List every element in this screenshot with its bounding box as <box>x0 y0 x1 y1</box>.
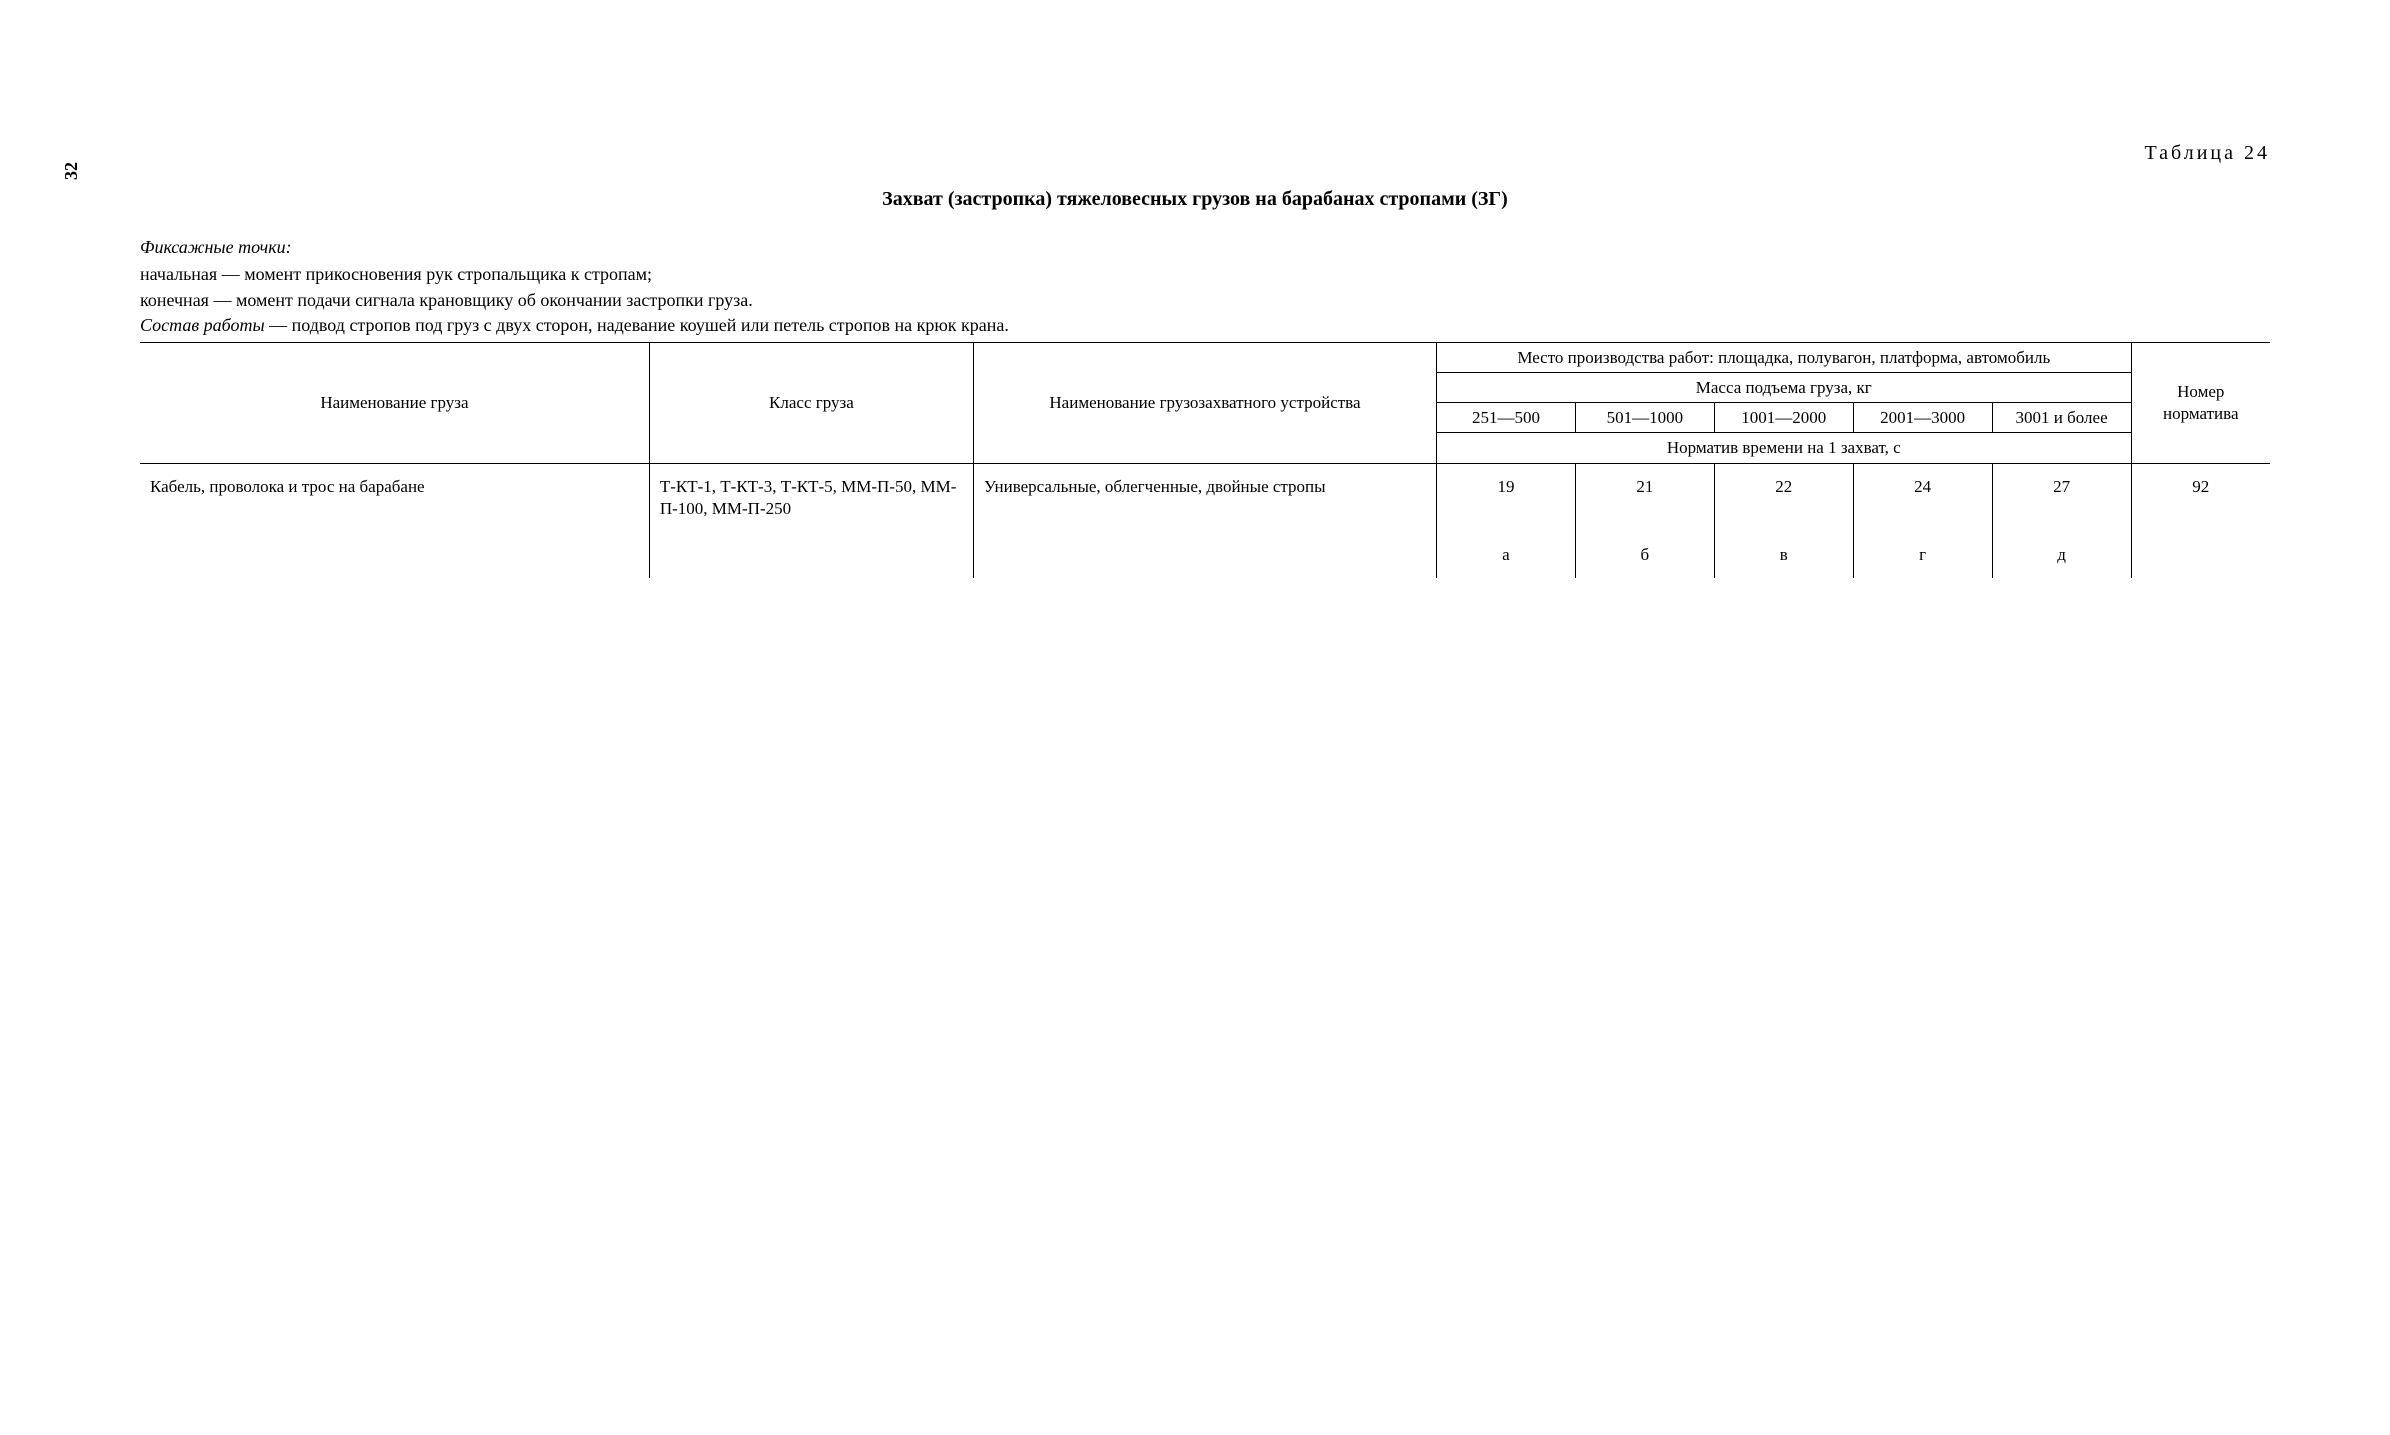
table-row-letters: а б в г д <box>140 532 2270 578</box>
cell-num: 92 <box>2131 463 2270 532</box>
hdr-device: Наименование грузозахватного устройства <box>973 342 1436 463</box>
document-title: Захват (застропка) тяжеловесных грузов н… <box>80 186 2310 212</box>
hdr-class: Класс груза <box>649 342 973 463</box>
cell-v5: 27 <box>1992 463 2131 532</box>
cell-empty-4 <box>2131 532 2270 578</box>
main-table: Наименование груза Класс груза Наименова… <box>140 342 2270 578</box>
cell-l3: в <box>1714 532 1853 578</box>
work-composition: Состав работы — подвод стропов под груз … <box>140 314 2270 337</box>
fix-point-initial: начальная — момент прикосновения рук стр… <box>140 263 2270 286</box>
hdr-range-5: 3001 и более <box>1992 403 2131 433</box>
cell-l2: б <box>1575 532 1714 578</box>
hdr-range-4: 2001—3000 <box>1853 403 1992 433</box>
fix-points-heading: Фиксажные точки: <box>140 236 2270 259</box>
hdr-place: Место производства работ: площадка, полу… <box>1437 342 2132 372</box>
table-label: Таблица 24 <box>80 140 2310 166</box>
page-number: 32 <box>60 162 83 180</box>
cell-empty-2 <box>649 532 973 578</box>
cell-v1: 19 <box>1437 463 1576 532</box>
table-row: Кабель, проволока и трос на барабане Т-К… <box>140 463 2270 532</box>
hdr-norm-time: Норматив времени на 1 захват, с <box>1437 433 2132 463</box>
cell-class: Т-КТ-1, Т-КТ-3, Т-КТ-5, ММ-П-50, ММ-П-10… <box>649 463 973 532</box>
cell-l1: а <box>1437 532 1576 578</box>
hdr-range-2: 501—1000 <box>1575 403 1714 433</box>
cell-device: Универсальные, облегченные, двойные стро… <box>973 463 1436 532</box>
cell-l4: г <box>1853 532 1992 578</box>
cell-v4: 24 <box>1853 463 1992 532</box>
header-row-1: Наименование груза Класс груза Наименова… <box>140 342 2270 372</box>
cell-empty-1 <box>140 532 649 578</box>
cell-l5: д <box>1992 532 2131 578</box>
cell-v3: 22 <box>1714 463 1853 532</box>
hdr-name: Наименование груза <box>140 342 649 463</box>
cell-v2: 21 <box>1575 463 1714 532</box>
hdr-mass: Масса подъема груза, кг <box>1437 372 2132 402</box>
cell-name: Кабель, проволока и трос на барабане <box>140 463 649 532</box>
work-label: Состав работы <box>140 315 265 335</box>
fix-point-final: конечная — момент подачи сигнала крановщ… <box>140 289 2270 312</box>
hdr-range-1: 251—500 <box>1437 403 1576 433</box>
cell-empty-3 <box>973 532 1436 578</box>
fix-points-label: Фиксажные точки: <box>140 237 292 257</box>
hdr-range-3: 1001—2000 <box>1714 403 1853 433</box>
hdr-norm-num: Номер норматива <box>2131 342 2270 463</box>
work-text: — подвод стропов под груз с двух сторон,… <box>265 315 1009 335</box>
